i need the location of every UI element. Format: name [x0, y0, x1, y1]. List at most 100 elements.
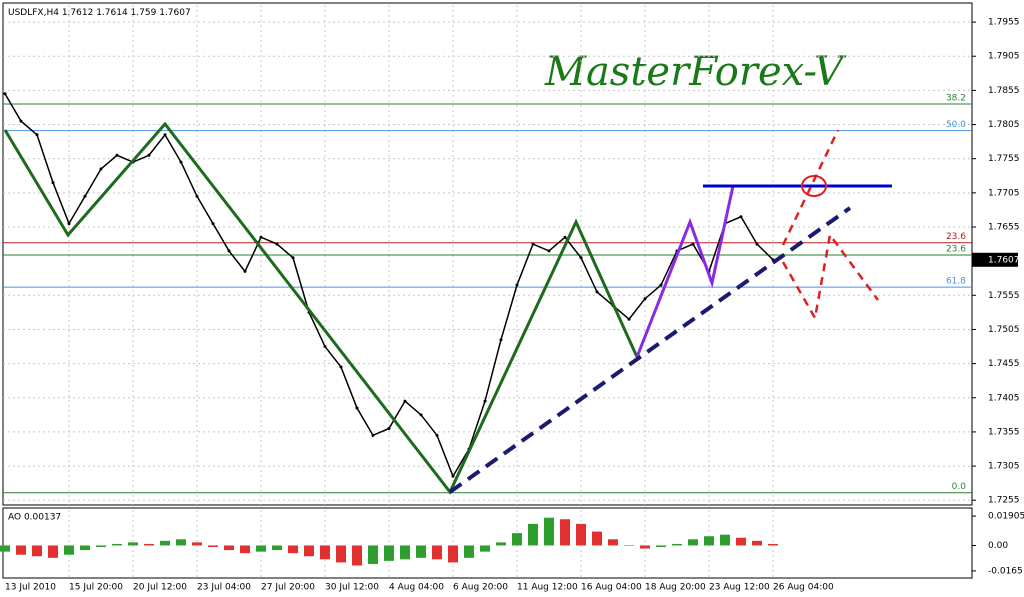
time-label: 11 Aug 12:00 [517, 583, 578, 593]
ao-bar [176, 539, 186, 546]
zigzag [3, 121, 639, 495]
ao-bar [512, 533, 522, 546]
ao-title: AO 0.00137 [8, 513, 61, 523]
ao-bar [480, 545, 490, 552]
ao-bar [64, 545, 74, 555]
ao-bar [192, 542, 202, 546]
price-point [659, 283, 663, 287]
open: 1.7612 [62, 8, 94, 18]
ao-bar [560, 519, 570, 546]
ao-bar [624, 545, 634, 546]
symbol: USDLFX,H4 [8, 8, 59, 18]
ao-bar [592, 531, 602, 546]
ao-bar [80, 545, 90, 551]
price-point [179, 160, 183, 164]
ao-bar [528, 523, 538, 546]
ao-bar [544, 517, 554, 546]
time-label: 26 Aug 04:00 [773, 583, 834, 593]
ao-bar [256, 545, 266, 552]
ao-bar [736, 537, 746, 546]
price-point [387, 426, 391, 430]
price-tick-label: 1.7305 [988, 462, 1020, 472]
ao-bar [704, 536, 714, 546]
ao-bar [464, 545, 474, 558]
ao-bar [0, 545, 10, 552]
time-label: 13 Jul 2010 [5, 583, 56, 593]
ao-bar [768, 543, 778, 546]
price-point [99, 167, 103, 171]
ao-bar [128, 542, 138, 546]
breakout-circle [801, 175, 827, 197]
time-label: 27 Jul 20:00 [261, 583, 315, 593]
price-point [515, 283, 519, 287]
price-point [547, 249, 551, 253]
ao-bar [96, 545, 106, 548]
fib-label: 23.6 [946, 245, 966, 255]
price-point [339, 365, 343, 369]
ao-bar [672, 543, 682, 546]
trendline [448, 206, 852, 494]
fib-label: 0.0 [952, 482, 967, 492]
fib-label: 61.8 [946, 277, 966, 287]
header: USDLFX,H4 1.7612 1.7614 1.759 1.7607 [8, 8, 191, 18]
price-point [643, 297, 647, 301]
price-tick-label: 1.7355 [988, 427, 1020, 437]
ao-bar [656, 545, 666, 548]
price-tick-label: 1.7505 [988, 325, 1020, 335]
fib-label: 23.6 [946, 232, 966, 242]
price-tick-label: 1.7705 [988, 188, 1020, 198]
current-price: 1.7607 [988, 255, 1020, 265]
ao-bar [416, 545, 426, 558]
ao-bar [400, 545, 410, 560]
price-point [211, 222, 215, 226]
price-tick-label: 1.7855 [988, 86, 1020, 96]
price-point [291, 256, 295, 260]
time-label: 20 Jul 12:00 [133, 583, 187, 593]
time-label: 16 Aug 04:00 [581, 583, 642, 593]
low: 1.759 [131, 8, 157, 18]
fib-label: 50.0 [946, 120, 966, 130]
price-tick-label: 1.7905 [988, 52, 1020, 62]
time-label: 4 Aug 04:00 [389, 583, 444, 593]
price-point [435, 433, 439, 437]
price-point [19, 119, 23, 123]
price-point [483, 399, 487, 403]
ao-bar [384, 545, 394, 561]
price-point [259, 235, 263, 239]
ao-bar [304, 545, 314, 557]
price-point [403, 399, 407, 403]
ao-bar [16, 545, 26, 555]
price-point [531, 242, 535, 246]
close: 1.7607 [159, 8, 191, 18]
high: 1.7614 [96, 8, 128, 18]
price-point [451, 474, 455, 478]
ao-bar [144, 543, 154, 546]
ao-tick-label: 0.00 [988, 541, 1008, 551]
arrow-up [781, 129, 840, 246]
zigzag-purple [635, 185, 735, 358]
price-point [691, 242, 695, 246]
price-point [147, 153, 151, 157]
price-point [227, 249, 231, 253]
price-point [275, 242, 279, 246]
price-point [115, 153, 119, 157]
ao-tick-label: 0.01905 [988, 512, 1024, 522]
price-point [355, 406, 359, 410]
price-point [67, 222, 71, 226]
price-tick-label: 1.7555 [988, 291, 1020, 301]
price-tick-label: 1.7255 [988, 496, 1020, 506]
time-label: 15 Jul 20:00 [69, 583, 123, 593]
ao-bar [224, 545, 234, 551]
ao-bar [688, 539, 698, 546]
price-point [627, 317, 631, 321]
current-price-box [972, 252, 1018, 267]
ao-bar [272, 545, 282, 551]
ao-bar [368, 545, 378, 564]
price-point [595, 290, 599, 294]
price-point [83, 194, 87, 198]
plot: 1.7955 1.7905 1.7855 1.7805 1.7755 1.7705 1.76… [0, 5, 1024, 593]
ao-bar [496, 542, 506, 546]
price-point [35, 133, 39, 137]
